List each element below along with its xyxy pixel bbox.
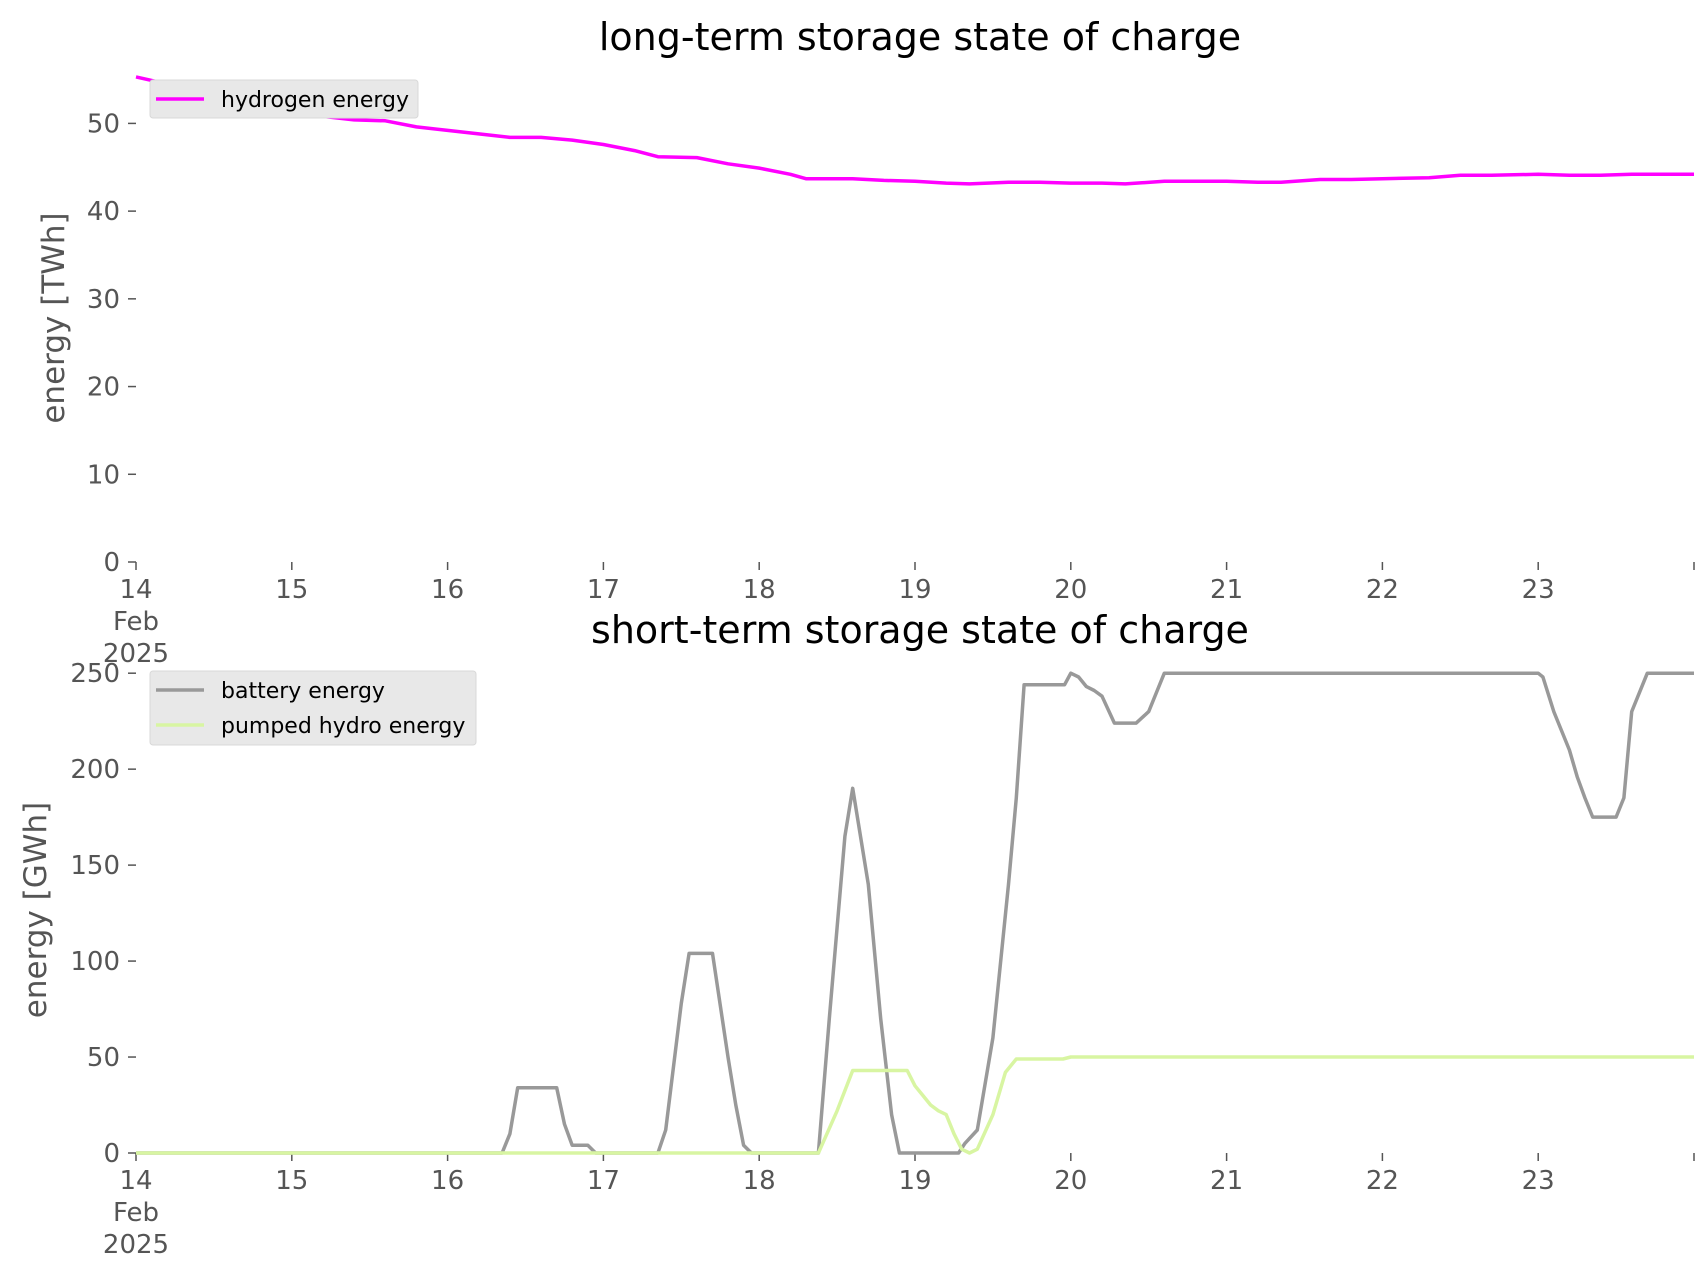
y-axis-ticks: 0 50 100 150 200 250 — [70, 659, 136, 1169]
long-term-storage-chart: long-term storage state of charge energy… — [36, 15, 1695, 669]
x-tick-label: 22 — [1366, 575, 1399, 605]
y-tick-label: 0 — [103, 1139, 120, 1169]
x-tick-label: 17 — [587, 575, 620, 605]
y-tick-label: 150 — [70, 851, 120, 881]
y-tick-label: 100 — [70, 947, 120, 977]
legend-box — [149, 79, 419, 119]
x-tick-label: 21 — [1210, 575, 1243, 605]
x-tick-sublabel: Feb — [113, 607, 159, 637]
x-tick-label: 19 — [898, 575, 931, 605]
x-tick-label: 16 — [431, 575, 464, 605]
y-tick-label: 40 — [87, 197, 120, 227]
x-tick-sublabel: Feb — [113, 1198, 159, 1228]
y-tick-label: 250 — [70, 659, 120, 689]
series-line-hydrogen-energy — [135, 75, 1694, 186]
x-tick-label: 20 — [1054, 1166, 1087, 1196]
x-tick-label: 18 — [743, 575, 776, 605]
legend[interactable]: battery energy pumped hydro energy — [149, 670, 477, 746]
x-tick-label: 22 — [1366, 1166, 1399, 1196]
legend-label: pumped hydro energy — [221, 714, 465, 739]
x-tick-sublabel: 2025 — [103, 639, 169, 669]
y-tick-label: 20 — [87, 373, 120, 403]
x-tick-label: 19 — [898, 1166, 931, 1196]
legend[interactable]: hydrogen energy — [149, 79, 419, 119]
x-tick-label: 17 — [587, 1166, 620, 1196]
short-term-storage-chart: short-term storage state of charge energ… — [18, 608, 1695, 1260]
y-axis-label: energy [GWh] — [18, 802, 54, 1018]
chart-title: short-term storage state of charge — [591, 608, 1249, 652]
y-axis-label: energy [TWh] — [36, 212, 72, 423]
y-tick-label: 30 — [87, 285, 120, 315]
series-layer — [136, 671, 1694, 1155]
legend-label: battery energy — [221, 679, 385, 704]
series-layer — [135, 75, 1694, 186]
y-tick-label: 50 — [87, 109, 120, 139]
series-line-pumped-hydro-energy — [136, 1055, 1694, 1155]
x-tick-label: 20 — [1054, 575, 1087, 605]
x-tick-label: 15 — [275, 1166, 308, 1196]
legend-box — [149, 670, 477, 746]
x-tick-label: 15 — [275, 575, 308, 605]
x-tick-label: 14 — [119, 1166, 152, 1196]
y-axis-ticks: 0 10 20 30 40 50 — [87, 109, 136, 578]
y-tick-label: 10 — [87, 460, 120, 490]
y-tick-label: 0 — [103, 548, 120, 578]
x-tick-label: 23 — [1522, 575, 1555, 605]
y-tick-label: 50 — [87, 1043, 120, 1073]
x-tick-label: 18 — [743, 1166, 776, 1196]
x-tick-label: 21 — [1210, 1166, 1243, 1196]
y-tick-label: 200 — [70, 755, 120, 785]
x-tick-label: 23 — [1522, 1166, 1555, 1196]
x-tick-label: 16 — [431, 1166, 464, 1196]
x-tick-label: 14 — [119, 575, 152, 605]
chart-title: long-term storage state of charge — [599, 15, 1241, 59]
legend-label: hydrogen energy — [221, 88, 409, 113]
x-tick-sublabel: 2025 — [103, 1230, 169, 1260]
